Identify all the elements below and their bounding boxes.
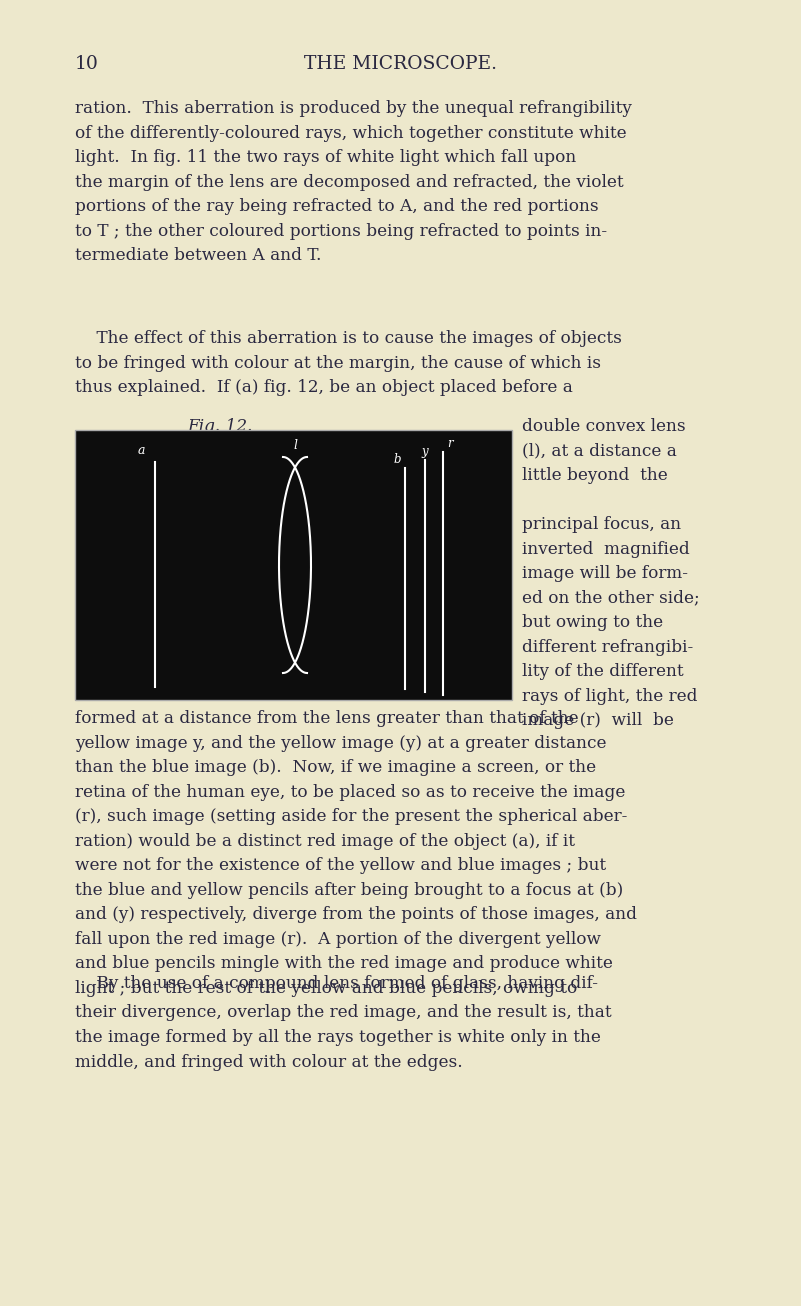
Text: THE MICROSCOPE.: THE MICROSCOPE. bbox=[304, 55, 497, 73]
Text: ration.  This aberration is produced by the unequal refrangibility
of the differ: ration. This aberration is produced by t… bbox=[75, 101, 632, 264]
Text: r: r bbox=[447, 436, 453, 449]
Text: formed at a distance from the lens greater than that of the
yellow image y, and : formed at a distance from the lens great… bbox=[75, 710, 637, 1071]
Text: By the use of a compound lens formed of glass, having dif-: By the use of a compound lens formed of … bbox=[75, 976, 598, 993]
FancyBboxPatch shape bbox=[75, 430, 512, 700]
Text: b: b bbox=[393, 453, 401, 466]
Text: a: a bbox=[138, 444, 145, 457]
Text: The effect of this aberration is to cause the images of objects
to be fringed wi: The effect of this aberration is to caus… bbox=[75, 330, 622, 396]
Text: l: l bbox=[293, 439, 297, 452]
Text: 10: 10 bbox=[75, 55, 99, 73]
Text: double convex lens
(l), at a distance a
little beyond  the

principal focus, an
: double convex lens (l), at a distance a … bbox=[522, 418, 700, 730]
Text: y: y bbox=[421, 445, 429, 457]
Text: Fig. 12.: Fig. 12. bbox=[187, 418, 253, 435]
